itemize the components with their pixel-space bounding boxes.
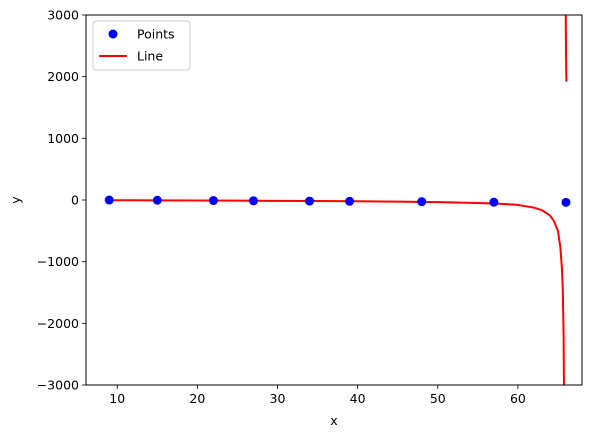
x-axis: 10 20 30 40 50 60	[109, 385, 526, 406]
y-tick-label: −3000	[37, 378, 79, 393]
y-tick-label: −1000	[37, 254, 79, 269]
y-tick-label: 3000	[47, 8, 79, 23]
y-axis-label: y	[8, 196, 23, 204]
y-axis: −3000 −2000 −1000 0 1000 2000 3000	[37, 8, 86, 393]
x-tick-label: 40	[350, 391, 366, 406]
x-tick-label: 10	[109, 391, 125, 406]
y-tick-label: 2000	[47, 69, 79, 84]
scatter-point	[248, 196, 258, 206]
legend: Points Line	[92, 20, 191, 71]
x-tick-label: 60	[510, 391, 526, 406]
x-tick-label: 30	[270, 391, 286, 406]
scatter-point	[104, 195, 114, 205]
plot-area	[85, 14, 583, 386]
scatter-point	[561, 197, 571, 207]
y-tick-label: −2000	[37, 316, 79, 331]
y-tick-label: 0	[71, 193, 79, 208]
scatter-point	[417, 197, 427, 207]
scatter-point	[489, 197, 499, 207]
x-axis-label: x	[330, 413, 337, 428]
series-line	[564, 15, 568, 82]
legend-marker-points	[108, 29, 118, 39]
legend-label-line: Line	[137, 49, 163, 64]
series-line	[109, 199, 565, 385]
scatter-point	[345, 196, 355, 206]
x-tick-label: 20	[189, 391, 205, 406]
x-tick-label: 50	[430, 391, 446, 406]
scatter-point	[208, 196, 218, 206]
legend-label-points: Points	[137, 27, 175, 42]
y-tick-label: 1000	[47, 131, 79, 146]
scatter-point	[152, 195, 162, 205]
scatter-point	[305, 196, 315, 206]
